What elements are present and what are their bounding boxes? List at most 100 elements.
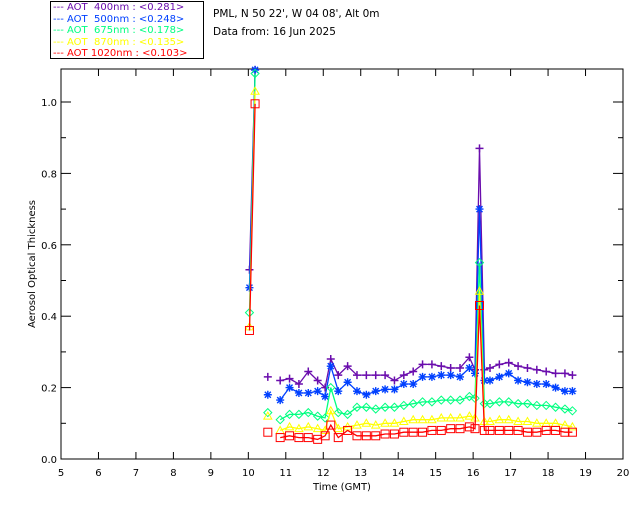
data-point-diamond — [532, 400, 542, 411]
data-point-square — [567, 427, 577, 437]
data-point-square — [333, 433, 343, 443]
data-point-asterisk — [409, 380, 418, 389]
x-tick-label: 20 — [617, 468, 630, 479]
data-point-plus — [475, 144, 484, 153]
data-point-plus — [427, 360, 436, 369]
legend-line-swatch: --- — [53, 2, 68, 13]
data-point-diamond — [250, 68, 260, 79]
legend-entry: --- AOT 675nm : <0.178> — [53, 25, 185, 36]
y-tick-label: 0.4 — [41, 312, 57, 323]
data-point-asterisk — [313, 387, 322, 396]
x-tick-label: 6 — [95, 468, 101, 479]
data-point-diamond — [513, 398, 523, 409]
legend-mean: <0.135> — [138, 36, 185, 48]
data-point-triangle — [474, 286, 485, 295]
x-tick-label: 13 — [354, 468, 367, 479]
data-point-asterisk — [343, 378, 352, 387]
data-point-triangle — [427, 414, 437, 424]
data-point-diamond — [326, 382, 336, 393]
data-point-diamond — [474, 257, 485, 268]
series-line — [248, 69, 573, 389]
data-point-plus — [456, 363, 465, 372]
data-point-plus — [542, 367, 551, 376]
legend-entry: --- AOT 400nm : <0.281> — [53, 2, 185, 13]
legend-line-swatch: --- — [53, 13, 68, 25]
data-point-diamond — [263, 407, 273, 418]
data-point-square — [418, 427, 428, 437]
data-point-asterisk — [294, 388, 303, 397]
data-point-asterisk — [475, 205, 484, 214]
data-point-asterisk — [418, 372, 427, 381]
data-point-square — [427, 425, 437, 435]
data-point-diamond — [371, 404, 381, 414]
legend-label: AOT 870nm — [67, 36, 130, 48]
data-point-plus — [465, 353, 474, 362]
series-aot-1020nm — [244, 99, 577, 444]
data-point-plus — [495, 360, 504, 369]
data-point-diamond — [275, 415, 285, 425]
data-point-asterisk — [334, 387, 343, 396]
data-point-plus — [352, 371, 361, 380]
data-point-asterisk — [321, 392, 330, 401]
data-point-triangle — [503, 414, 514, 424]
data-point-asterisk — [542, 380, 551, 389]
data-point-diamond — [494, 397, 505, 407]
data-point-plus — [294, 380, 303, 389]
data-point-asterisk — [456, 372, 465, 381]
data-point-plus — [362, 371, 371, 380]
data-point-plus — [326, 355, 335, 364]
station-label: PML, N 50 22', W 04 08', Alt 0m — [213, 8, 380, 20]
data-point-triangle — [262, 411, 273, 420]
data-point-diamond — [522, 398, 533, 409]
data-point-square — [352, 431, 362, 441]
data-point-square — [436, 425, 446, 435]
data-point-plus — [390, 376, 399, 385]
data-point-square — [275, 433, 285, 443]
x-tick-label: 10 — [242, 468, 255, 479]
data-point-triangle — [567, 421, 578, 431]
data-point-asterisk — [471, 369, 480, 378]
data-point-plus — [418, 360, 427, 369]
legend-entry: --- AOT 500nm : <0.248> — [53, 13, 185, 25]
data-point-asterisk — [514, 376, 523, 385]
y-tick-label: 0.2 — [41, 384, 57, 395]
data-point-triangle — [494, 414, 505, 424]
data-point-triangle — [333, 423, 344, 433]
data-point-asterisk — [390, 385, 399, 394]
legend-line-swatch: --- — [53, 36, 68, 48]
data-point-asterisk — [465, 363, 474, 372]
data-point-asterisk — [371, 387, 380, 396]
legend-line-swatch: --- — [53, 48, 68, 59]
data-point-asterisk — [381, 385, 390, 394]
data-point-asterisk — [532, 380, 541, 389]
data-point-square — [475, 300, 485, 310]
data-point-square — [294, 433, 304, 443]
data-point-square — [380, 429, 390, 439]
data-point-plus — [304, 367, 313, 376]
data-point-diamond — [567, 406, 578, 416]
data-point-triangle — [352, 420, 362, 429]
data-point-asterisk — [485, 376, 494, 385]
data-point-triangle — [455, 412, 465, 422]
data-point-asterisk — [285, 383, 294, 392]
data-point-diamond — [408, 398, 418, 409]
x-tick-label: 5 — [58, 468, 64, 479]
data-point-triangle — [436, 412, 447, 422]
data-point-diamond — [380, 402, 390, 412]
legend-mean: <0.281> — [138, 2, 185, 13]
date-label: Data from: 16 Jun 2025 — [213, 26, 336, 38]
data-point-plus — [381, 371, 390, 380]
data-point-asterisk — [263, 390, 272, 399]
data-point-asterisk — [560, 387, 569, 396]
data-point-diamond — [550, 402, 561, 412]
legend-mean: <0.248> — [138, 13, 185, 25]
data-point-plus — [485, 363, 494, 372]
legend: --- AOT 400nm : <0.281> --- AOT 500nm : <… — [50, 1, 204, 59]
legend-mean: <0.103> — [142, 48, 188, 59]
data-point-asterisk — [437, 371, 446, 380]
data-point-diamond — [333, 407, 343, 418]
data-point-square — [343, 425, 353, 435]
data-point-triangle — [522, 416, 533, 426]
x-tick-label: 18 — [542, 468, 555, 479]
data-point-triangle — [284, 421, 295, 431]
